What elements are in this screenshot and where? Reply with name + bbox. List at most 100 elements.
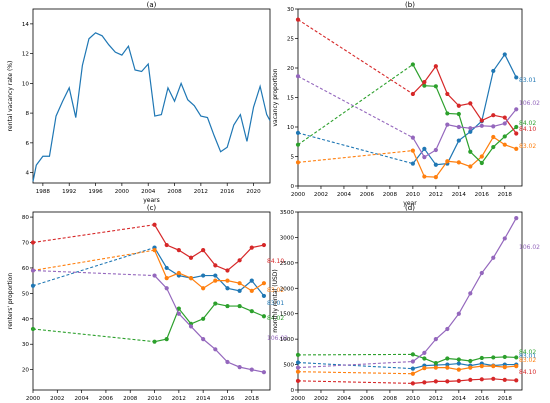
data-point — [433, 64, 438, 69]
series-end-label: 83.02 — [519, 143, 536, 150]
series-line — [412, 53, 517, 166]
data-point — [422, 174, 427, 179]
y-tick-label: 14 — [22, 22, 30, 28]
data-point — [445, 379, 450, 384]
data-point — [152, 273, 157, 278]
data-point — [514, 363, 519, 369]
series-end-label: 106.02 — [267, 335, 288, 342]
data-point — [261, 314, 267, 319]
data-point — [249, 367, 254, 372]
plot-frame — [297, 211, 523, 391]
data-point — [514, 146, 519, 151]
series-line-dashed — [32, 269, 155, 277]
y-tick-label: 1500 — [280, 312, 295, 318]
x-tick-label: 2002 — [314, 192, 328, 198]
y-axis-label: renters' proportion — [7, 273, 14, 329]
x-tick-label: 2008 — [123, 396, 138, 402]
data-point — [468, 149, 473, 154]
data-point — [445, 326, 450, 332]
y-tick-label: 0 — [290, 184, 294, 190]
data-point — [479, 154, 484, 159]
x-tick-label: 2016 — [475, 192, 490, 198]
y-tick-label: 25 — [287, 37, 295, 43]
y-tick-label: 80 — [22, 215, 30, 221]
y-axis-label: rental vacancy rate (%) — [7, 61, 14, 132]
series-end-label: 84.10 — [267, 258, 284, 265]
data-point — [468, 365, 473, 370]
data-point — [479, 377, 484, 382]
x-tick-label: 2018 — [245, 396, 260, 402]
data-point — [456, 111, 461, 117]
series-line-dashed — [297, 380, 413, 384]
data-point — [433, 365, 438, 370]
series-line-dashed — [297, 132, 414, 165]
data-point — [152, 339, 157, 344]
data-point — [176, 248, 181, 253]
data-point — [176, 306, 181, 311]
data-point — [433, 162, 438, 167]
panel-a: (a) 1988 1992 1996 2000 2004 2008 2012 2016 2020 4… — [7, 1, 271, 204]
plot-frame — [32, 211, 271, 391]
data-point — [468, 164, 473, 169]
data-point — [491, 376, 496, 381]
x-tick-label: 2006 — [99, 396, 114, 402]
panel-c: (c) 2000 2002 2004 2006 2008 2010 2012 2014 2016 2… — [7, 204, 288, 402]
series-line-dashed — [297, 19, 414, 95]
data-point — [491, 124, 496, 129]
data-point — [249, 288, 254, 293]
y-tick-label: 60 — [22, 266, 30, 272]
data-point — [164, 276, 169, 281]
x-tick-label: 2016 — [475, 396, 490, 402]
data-point — [456, 311, 461, 316]
series-line — [154, 224, 265, 272]
data-point — [502, 52, 507, 57]
x-tick-label: 2000 — [291, 396, 306, 402]
series-line-dashed — [297, 353, 413, 356]
data-point — [491, 134, 496, 140]
data-point — [410, 148, 415, 153]
data-point — [201, 316, 206, 321]
data-point — [479, 363, 484, 369]
data-point — [410, 161, 415, 166]
data-point — [422, 83, 427, 88]
y-tick-label: 0 — [290, 388, 294, 394]
plot-frame — [297, 8, 523, 187]
x-tick-label: 2010 — [406, 396, 421, 402]
y-tick-label: 70 — [22, 241, 30, 247]
data-point — [249, 309, 254, 314]
data-point — [225, 359, 230, 365]
data-point — [410, 62, 415, 67]
x-tick-label: 2002 — [314, 396, 328, 402]
series-end-label: 84.02 — [519, 120, 536, 127]
x-tick-label: 2004 — [337, 192, 352, 198]
series-line — [32, 32, 271, 182]
data-point — [456, 357, 461, 362]
series-line-dashed — [32, 224, 155, 244]
data-point — [30, 283, 36, 288]
panel-title: (b) — [405, 1, 415, 9]
x-axis-label: year — [403, 200, 417, 207]
data-point — [410, 135, 415, 140]
data-point — [237, 365, 242, 370]
y-tick-label: 8 — [25, 111, 29, 117]
x-tick-label: 2004 — [74, 396, 89, 402]
data-point — [261, 281, 267, 286]
x-tick-label: 2000 — [26, 396, 41, 402]
data-point — [502, 236, 507, 241]
data-point — [491, 363, 496, 369]
data-point — [433, 175, 438, 180]
y-tick-label: 2000 — [280, 286, 295, 292]
data-point — [295, 378, 301, 383]
data-point — [261, 293, 267, 299]
x-tick-label: 2008 — [383, 192, 398, 198]
data-point — [456, 361, 461, 366]
data-point — [164, 337, 169, 342]
x-tick-label: 2004 — [141, 189, 156, 195]
data-point — [433, 360, 438, 366]
data-point — [433, 147, 438, 153]
data-point — [514, 75, 519, 80]
series-line-dashed — [32, 247, 155, 287]
y-tick-label: 6 — [25, 141, 29, 147]
series-line — [412, 108, 517, 158]
